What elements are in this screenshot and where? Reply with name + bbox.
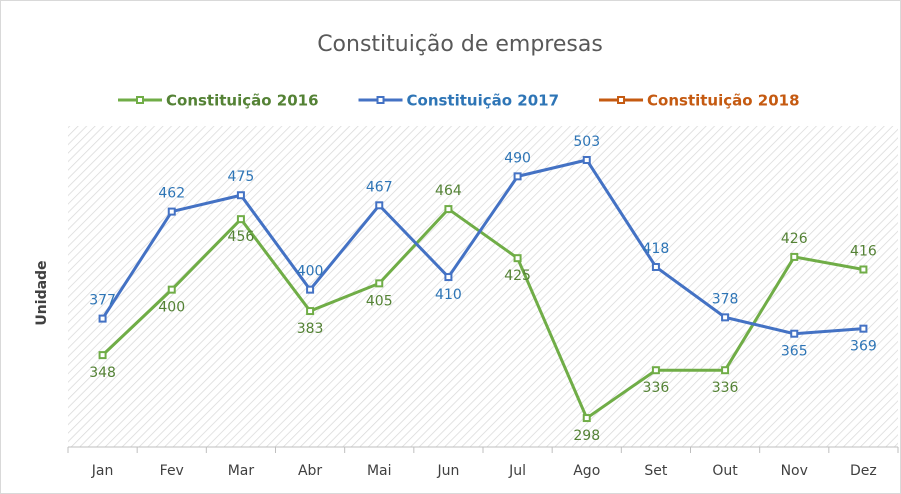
data-label: 467 [366,179,393,195]
point-marker [306,285,315,294]
x-tick-label: Dez [850,463,877,479]
data-label: 298 [573,428,600,444]
legend-marker [136,96,144,104]
data-label: 462 [158,186,185,202]
point-marker [859,324,868,333]
point-marker [306,307,315,316]
y-axis-label: Unidade [34,260,50,325]
point-marker [721,366,730,375]
point-marker [513,172,522,181]
data-label: 348 [89,365,116,381]
point-marker [651,366,660,375]
series-line [101,158,864,336]
series-line [101,207,864,421]
data-label: 400 [158,300,185,316]
data-label: 425 [504,268,531,284]
data-label: 405 [366,293,393,309]
data-label: 416 [850,244,877,260]
point-marker [98,314,107,323]
x-tick-label: Ago [573,463,600,479]
data-label: 336 [643,380,670,396]
point-marker [375,201,384,210]
point-marker [513,254,522,263]
point-marker [236,215,245,224]
point-marker [98,351,107,360]
data-label: 490 [504,150,531,166]
point-marker [444,273,453,282]
legend-label: Constituição 2017 [407,92,560,110]
point-marker [582,414,591,423]
point-marker [790,329,799,338]
x-tick-label: Nov [781,463,808,479]
data-label: 456 [228,229,255,245]
chart-title: Constituição de empresas [317,32,603,57]
point-marker [651,262,660,271]
data-label: 464 [435,183,462,199]
point-marker [582,155,591,164]
legend-marker [376,96,385,104]
data-label: 475 [228,169,255,185]
x-tick-label: Jul [508,463,526,479]
x-tick-label: Set [644,463,668,479]
point-marker [790,252,799,261]
data-label: 383 [297,321,324,337]
data-label: 378 [712,291,739,307]
point-marker [721,313,730,322]
data-label: 365 [781,344,808,360]
plot-area [68,126,898,447]
point-marker [444,205,453,214]
data-label: 503 [573,134,600,150]
legend-marker [617,96,626,104]
legend-label: Constituição 2018 [647,92,800,110]
x-tick-label: Abr [298,463,322,479]
point-marker [167,285,176,294]
data-label: 426 [781,231,808,247]
point-marker [375,279,384,288]
x-tick-label: Jun [436,463,459,479]
point-marker [859,265,868,274]
legend-label: Constituição 2016 [166,92,319,110]
x-tick-label: Jan [91,463,114,479]
point-marker [236,191,245,200]
x-tick-label: Out [712,463,738,479]
x-tick-label: Mar [228,463,255,479]
data-label: 369 [850,339,877,355]
data-label: 418 [643,241,670,257]
point-marker [167,207,176,216]
data-label: 377 [89,293,116,309]
x-tick-label: Mai [367,463,392,479]
data-label: 336 [712,380,739,396]
x-tick-label: Fev [160,463,184,479]
data-label: 410 [435,287,462,303]
data-label: 400 [297,264,324,280]
